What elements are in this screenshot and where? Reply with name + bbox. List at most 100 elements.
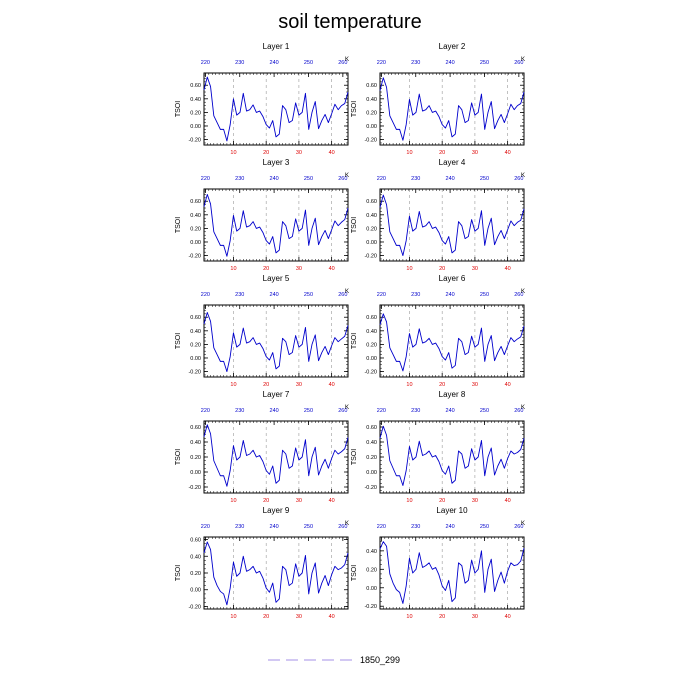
y-tick-label: 0.40 <box>366 97 377 103</box>
x-tick-label: 20 <box>263 150 269 156</box>
y-tick-label: 0.20 <box>366 226 377 232</box>
x-tick-label: 20 <box>263 382 269 388</box>
x-top-tick-label: 240 <box>446 408 455 414</box>
x-top-tick-label: 230 <box>235 292 244 298</box>
x-tick-label: 40 <box>505 382 511 388</box>
x-top-unit-label: K <box>521 57 525 63</box>
series-line <box>379 425 525 486</box>
x-top-tick-label: 250 <box>480 60 489 66</box>
x-tick-label: 20 <box>439 614 445 620</box>
x-top-tick-label: 230 <box>411 524 420 530</box>
series-line <box>203 76 349 142</box>
x-top-tick-label: 220 <box>201 292 210 298</box>
x-top-unit-label: K <box>521 173 525 179</box>
x-tick-label: 30 <box>296 382 302 388</box>
x-top-tick-label: 230 <box>411 176 420 182</box>
y-tick-label: -0.20 <box>364 254 377 260</box>
panel-title: Layer 3 <box>263 158 290 167</box>
y-axis-label: TSOI <box>351 217 358 233</box>
y-tick-label: 0.60 <box>190 538 201 544</box>
y-axis-label: TSOI <box>351 333 358 349</box>
panel-title: Layer 4 <box>439 158 466 167</box>
x-tick-label: 30 <box>296 498 302 504</box>
x-top-tick-label: 240 <box>270 524 279 530</box>
panel-title: Layer 5 <box>263 274 290 283</box>
panel-title: Layer 8 <box>439 390 466 399</box>
y-tick-label: 0.40 <box>190 213 201 219</box>
x-top-tick-label: 260 <box>338 408 347 414</box>
panel-title: Layer 9 <box>263 506 290 515</box>
y-tick-label: 0.00 <box>190 124 201 130</box>
y-tick-label: 0.60 <box>190 83 201 89</box>
legend: 1850_299 <box>268 655 400 665</box>
x-top-tick-label: 220 <box>377 60 386 66</box>
x-tick-label: 20 <box>439 150 445 156</box>
x-top-tick-label: 220 <box>201 408 210 414</box>
y-tick-label: 0.00 <box>190 240 201 246</box>
x-top-tick-label: 260 <box>514 60 523 66</box>
y-tick-label: 0.00 <box>366 124 377 130</box>
y-tick-label: -0.20 <box>188 604 201 610</box>
x-tick-label: 30 <box>472 382 478 388</box>
x-tick-label: 30 <box>472 150 478 156</box>
y-tick-label: 0.60 <box>190 199 201 205</box>
x-top-tick-label: 250 <box>304 292 313 298</box>
x-tick-label: 10 <box>230 382 236 388</box>
y-tick-label: -0.20 <box>364 138 377 144</box>
x-top-tick-label: 250 <box>480 524 489 530</box>
x-top-tick-label: 230 <box>235 176 244 182</box>
y-tick-label: -0.20 <box>188 254 201 260</box>
y-tick-label: 0.00 <box>366 470 377 476</box>
y-tick-label: 0.20 <box>190 226 201 232</box>
x-top-tick-label: 230 <box>235 408 244 414</box>
x-top-tick-label: 260 <box>514 408 523 414</box>
x-tick-label: 20 <box>263 498 269 504</box>
y-axis-label: TSOI <box>175 565 182 581</box>
panel-title: Layer 10 <box>436 506 468 515</box>
x-tick-label: 10 <box>230 614 236 620</box>
x-top-unit-label: K <box>345 57 349 63</box>
x-tick-label: 30 <box>296 150 302 156</box>
x-top-tick-label: 240 <box>270 408 279 414</box>
y-tick-label: 0.40 <box>366 329 377 335</box>
x-top-tick-label: 220 <box>377 176 386 182</box>
panel-title: Layer 7 <box>263 390 290 399</box>
plot-frame <box>203 188 349 262</box>
x-tick-label: 40 <box>505 266 511 272</box>
x-tick-label: 20 <box>439 266 445 272</box>
x-top-tick-label: 240 <box>446 176 455 182</box>
y-tick-label: 0.20 <box>190 571 201 577</box>
x-tick-label: 30 <box>296 266 302 272</box>
x-tick-label: 10 <box>406 150 412 156</box>
x-top-unit-label: K <box>521 521 525 527</box>
y-tick-label: 0.20 <box>190 455 201 461</box>
panel-title: Layer 1 <box>263 42 290 51</box>
y-tick-label: -0.20 <box>188 138 201 144</box>
x-top-unit-label: K <box>345 405 349 411</box>
x-tick-label: 40 <box>505 498 511 504</box>
x-top-tick-label: 260 <box>514 176 523 182</box>
series-line <box>379 313 525 372</box>
y-tick-label: 0.20 <box>190 110 201 116</box>
series-line <box>203 312 349 373</box>
y-axis-label: TSOI <box>351 101 358 117</box>
y-tick-label: 0.60 <box>366 199 377 205</box>
x-top-unit-label: K <box>345 173 349 179</box>
x-top-tick-label: 250 <box>304 524 313 530</box>
x-tick-label: 20 <box>439 498 445 504</box>
series-line <box>379 541 525 604</box>
panel-title: Layer 2 <box>439 42 466 51</box>
y-tick-label: 0.20 <box>366 567 377 573</box>
x-top-tick-label: 230 <box>235 524 244 530</box>
y-axis-label: TSOI <box>175 101 182 117</box>
x-tick-label: 30 <box>472 498 478 504</box>
y-tick-label: 0.20 <box>366 342 377 348</box>
x-top-tick-label: 230 <box>235 60 244 66</box>
x-top-unit-label: K <box>345 289 349 295</box>
x-tick-label: 40 <box>505 614 511 620</box>
